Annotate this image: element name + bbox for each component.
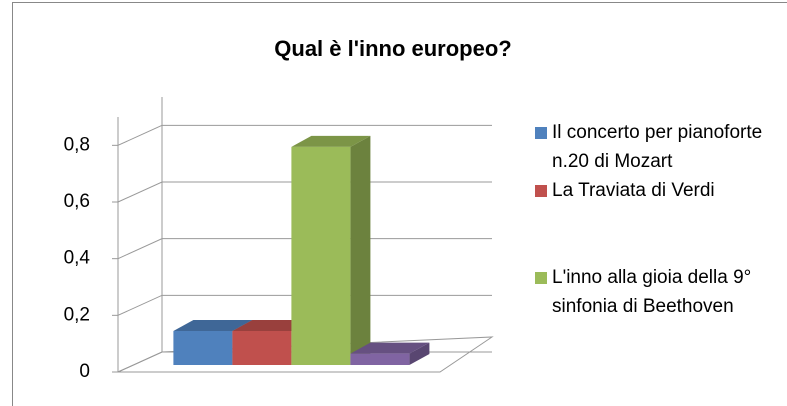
- chart-title: Qual è l'inno europeo?: [274, 36, 511, 61]
- legend-label: Il concerto per pianoforte n.20 di Mozar…: [552, 122, 763, 172]
- legend-label: L'inno alla gioia della 9° sinfonia di B…: [552, 267, 752, 317]
- y-tick-label: 0,2: [64, 304, 90, 325]
- y-tick-label: 0,4: [64, 248, 91, 269]
- bar-face: [173, 320, 253, 331]
- bar-face: [350, 135, 371, 365]
- bar-face: [232, 331, 292, 365]
- grid-line: [117, 294, 492, 316]
- legend-item: L'inno alla gioia della 9° sinfonia di B…: [535, 263, 770, 321]
- legend-label: La Traviata di Verdi: [552, 180, 715, 201]
- y-tick-label: 0,8: [64, 134, 90, 155]
- legend-swatch: [535, 185, 547, 197]
- bar: [350, 342, 430, 365]
- legend-swatch: [535, 127, 547, 139]
- legend-item: Il concerto per pianoforte n.20 di Mozar…: [535, 118, 770, 176]
- legend: Il concerto per pianoforte n.20 di Mozar…: [535, 118, 770, 321]
- bar-face: [173, 331, 233, 365]
- bar-face: [350, 353, 410, 365]
- legend-item: La Traviata di Verdi: [535, 176, 770, 205]
- grid-line: [117, 181, 492, 203]
- bar-face: [291, 146, 351, 365]
- legend-swatch: [535, 272, 547, 284]
- grid-line: [117, 238, 492, 260]
- bar: [291, 135, 371, 365]
- y-tick-label: 0,6: [64, 191, 90, 212]
- y-tick-label: 0: [79, 361, 90, 382]
- grid-line: [117, 124, 492, 146]
- bar-face: [409, 342, 430, 365]
- bar-face: [291, 135, 371, 147]
- bar-face: [350, 342, 430, 354]
- chart-border: [12, 2, 787, 406]
